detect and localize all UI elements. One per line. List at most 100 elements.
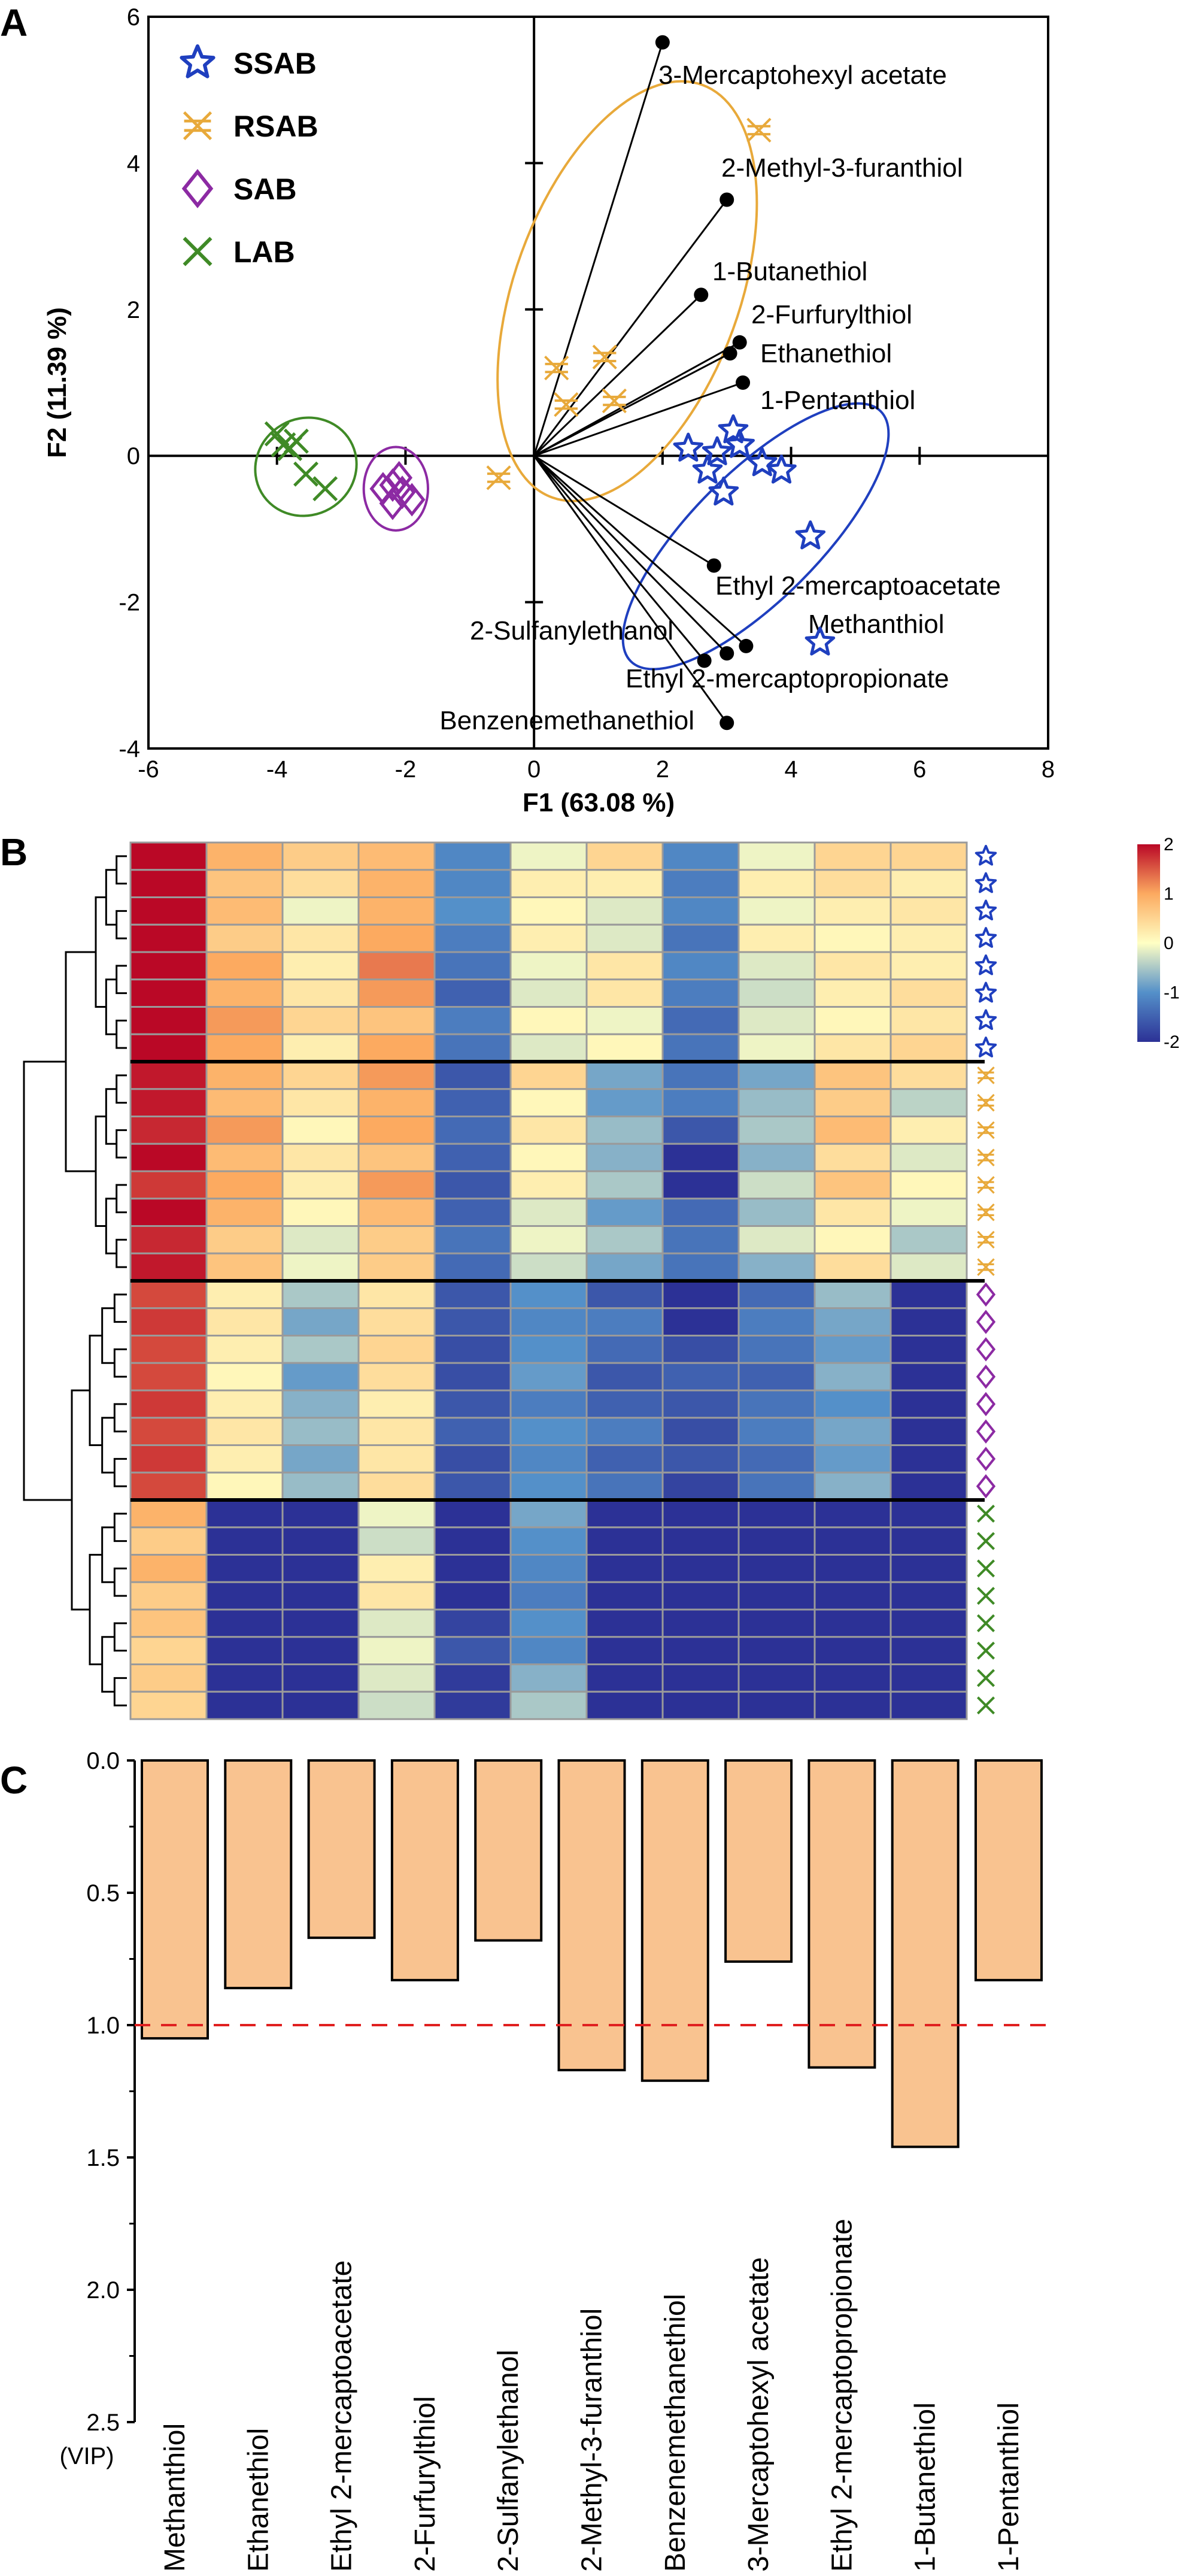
- heatmap-cell: [129, 1170, 208, 1200]
- heatmap-cell: [281, 1307, 360, 1337]
- biplot-ellipses: [254, 80, 890, 671]
- heatmap-cell: [890, 1636, 968, 1665]
- heatmap-cell: [661, 1060, 740, 1090]
- heatmap-cell: [890, 1170, 968, 1200]
- heatmap-cell: [813, 1636, 892, 1665]
- heatmap-cell: [661, 1142, 740, 1172]
- heatmap-cell: [509, 1006, 588, 1035]
- heatmap-cell: [357, 1116, 436, 1145]
- heatmap-cell: [357, 1444, 436, 1474]
- point-rsab: [602, 388, 627, 414]
- loading-point: [706, 558, 721, 573]
- heatmap-cell: [129, 1252, 208, 1282]
- heatmap-cell: [737, 1581, 816, 1611]
- vip-bar: [390, 1759, 459, 1981]
- heatmap-cell: [357, 1252, 436, 1282]
- heatmap-cell: [205, 951, 284, 981]
- heatmap-cell: [129, 1307, 208, 1337]
- heatmap-cell: [661, 923, 740, 953]
- loading-vector: [533, 455, 705, 662]
- heatmap-cell: [813, 1307, 892, 1337]
- heatmap-cell: [205, 1060, 284, 1090]
- heatmap-cell: [357, 896, 436, 926]
- point-lab: [293, 461, 318, 487]
- loading-label: 3-Mercaptohexyl acetate: [658, 60, 947, 90]
- row-marker-ssab: [975, 1009, 997, 1031]
- loading-label: 2-Methyl-3-furanthiol: [721, 153, 963, 183]
- row-marker-ssab: [975, 927, 997, 948]
- row-marker-sab: [976, 1447, 996, 1471]
- row-marker-lab: [976, 1559, 995, 1578]
- heatmap-cells: [129, 841, 968, 1720]
- heatmap-cell: [813, 1608, 892, 1638]
- heatmap-cell: [129, 1033, 208, 1063]
- biplot-x-tick-label: 0: [527, 756, 541, 783]
- heatmap-cell: [205, 1554, 284, 1583]
- heatmap-cell: [661, 1389, 740, 1419]
- heatmap-cell: [585, 923, 664, 953]
- heatmap-cell: [433, 1033, 512, 1063]
- heatmap-cell: [661, 1581, 740, 1611]
- heatmap-cell: [737, 869, 816, 898]
- heatmap-cell: [737, 1608, 816, 1638]
- heatmap-cell: [585, 1471, 664, 1501]
- heatmap-cell: [433, 1471, 512, 1501]
- biplot-y-axis-label: F2 (11.39 %): [42, 307, 72, 458]
- heatmap-cell: [813, 1471, 892, 1501]
- point-ssab: [746, 447, 778, 477]
- heatmap-cell: [205, 1608, 284, 1638]
- heatmap-cell: [357, 1280, 436, 1310]
- row-marker-ssab: [975, 844, 997, 866]
- heatmap-cell: [890, 1389, 968, 1419]
- heatmap-cell: [890, 1444, 968, 1474]
- heatmap-cell: [129, 1198, 208, 1227]
- heatmap-cell: [205, 1142, 284, 1172]
- heatmap-cell: [737, 1526, 816, 1556]
- heatmap-cell: [205, 1170, 284, 1200]
- loading-point: [739, 638, 754, 653]
- heatmap-cell: [890, 1417, 968, 1446]
- vip-bar: [307, 1759, 376, 1939]
- heatmap-cell: [585, 1088, 664, 1117]
- dendrogram-branch: [105, 869, 117, 926]
- heatmap-cell: [281, 1170, 360, 1200]
- panel-label-b: B: [0, 831, 28, 874]
- heatmap-cell: [281, 1554, 360, 1583]
- heatmap-cell: [357, 1471, 436, 1501]
- heatmap-cell: [585, 896, 664, 926]
- heatmap-cell: [509, 841, 588, 871]
- heatmap-cell: [585, 1636, 664, 1665]
- heatmap-cell: [585, 1006, 664, 1035]
- heatmap-cell: [661, 1663, 740, 1693]
- heatmap-cell: [433, 1006, 512, 1035]
- vip-y-ticks: 0.0 0.5 1.0 1.5 2.0 2.5: [86, 1748, 135, 2436]
- heatmap-cell: [357, 869, 436, 898]
- loading-point: [720, 716, 734, 731]
- dendrogram-branch: [113, 1513, 127, 1542]
- loading-label: Ethyl 2-mercaptopropionate: [626, 664, 949, 693]
- heatmap-cell: [585, 1417, 664, 1446]
- row-marker-sab: [976, 1310, 996, 1334]
- heatmap-cell: [205, 978, 284, 1008]
- vip-category-label: 2-Furfurylthiol: [409, 2396, 441, 2572]
- heatmap-cell: [509, 1170, 588, 1200]
- heatmap-cell: [509, 1608, 588, 1638]
- heatmap-cell: [281, 1389, 360, 1419]
- loading-label: Ethanethiol: [760, 339, 892, 368]
- heatmap-cell: [281, 1526, 360, 1556]
- heatmap-cell: [281, 1006, 360, 1035]
- heatmap-cell: [813, 1280, 892, 1310]
- heatmap-cell: [585, 1170, 664, 1200]
- heatmap-cell: [890, 869, 968, 898]
- biplot-y-tick-label: 6: [127, 4, 140, 31]
- heatmap-cell: [357, 1170, 436, 1200]
- heatmap-colorbar: 2 1 0 -1 -2: [1137, 835, 1180, 1052]
- heatmap-cell: [433, 1116, 512, 1145]
- heatmap-cell: [509, 1471, 588, 1501]
- heatmap-cell: [281, 841, 360, 871]
- heatmap-cell: [661, 896, 740, 926]
- point-rsab: [486, 465, 511, 490]
- row-marker-rsab: [977, 1258, 995, 1276]
- vip-category-label: 2-Methyl-3-furanthiol: [576, 2308, 608, 2572]
